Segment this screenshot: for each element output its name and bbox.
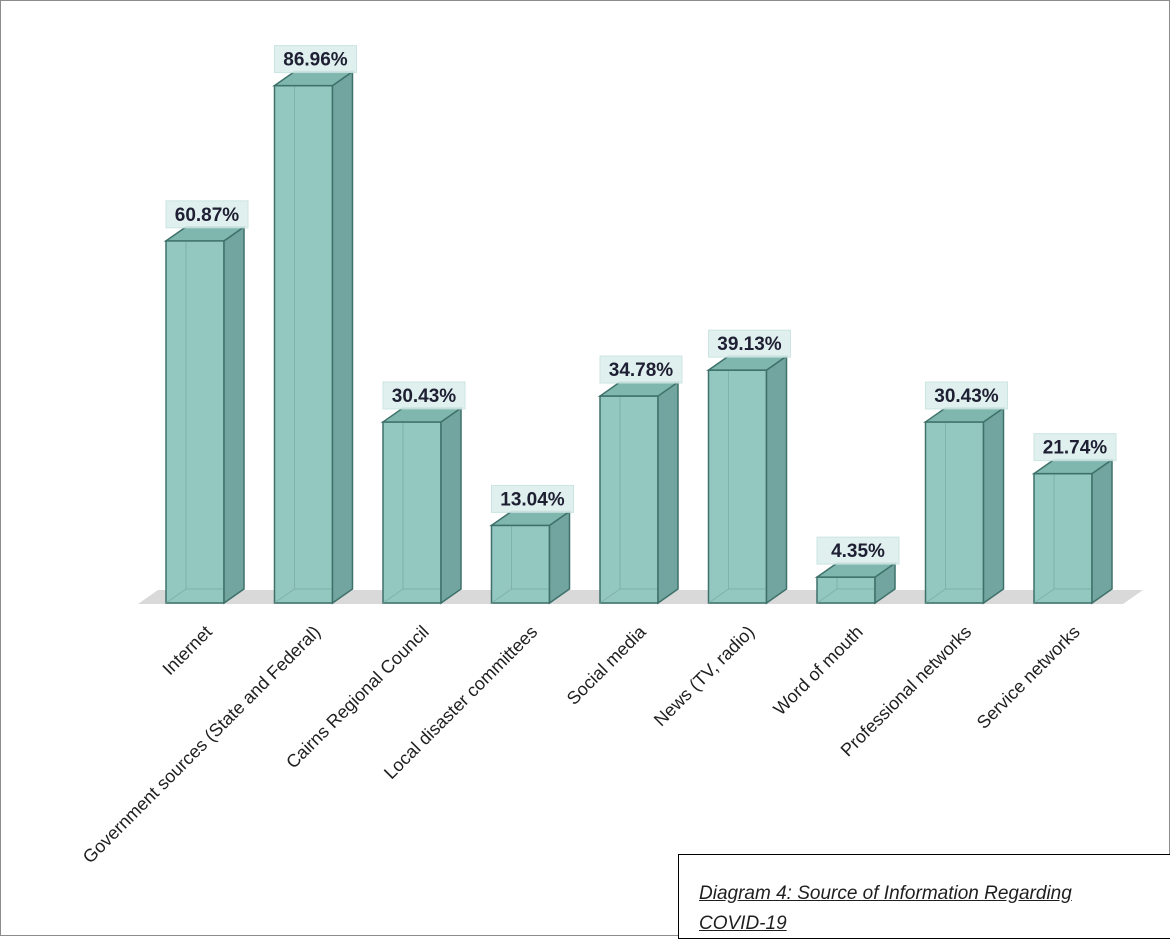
value-label-box (382, 381, 466, 410)
bar-side (657, 380, 679, 605)
value-label: 30.43% (382, 381, 466, 410)
value-label-box (708, 329, 791, 358)
value-label: 34.78% (599, 355, 683, 384)
bar-front (1033, 472, 1093, 604)
value-label-box (599, 355, 683, 384)
bar (272, 70, 355, 605)
value-label-text: 86.96% (283, 50, 348, 71)
value-label-text: 60.87% (175, 205, 240, 226)
value-label: 86.96% (274, 45, 357, 74)
value-label: 39.13% (708, 329, 791, 358)
bar (380, 406, 464, 605)
bar-front (924, 421, 985, 604)
value-label: 4.35% (816, 536, 900, 565)
bar-front (707, 369, 768, 604)
bar (597, 380, 681, 605)
value-label-box (165, 200, 249, 229)
value-label-text: 21.74% (1043, 438, 1108, 459)
bar-front (490, 524, 551, 604)
bar (923, 406, 1006, 605)
value-label-box (1033, 433, 1117, 462)
bar-side (440, 406, 462, 605)
category-label: Social media (563, 621, 651, 709)
chart-caption: Diagram 4: Source of Information Regardi… (699, 883, 1072, 934)
bar (163, 225, 247, 605)
bar-front (816, 576, 876, 604)
bar-side (765, 354, 788, 605)
value-label: 30.43% (925, 381, 1008, 410)
value-label-box (925, 381, 1008, 410)
value-label-box (274, 45, 357, 74)
value-label: 13.04% (491, 484, 574, 513)
bar (814, 561, 898, 605)
value-label-text: 34.78% (609, 360, 674, 381)
bar (706, 354, 789, 605)
bar-front (382, 421, 442, 604)
caption-box: Diagram 4: Source of Information Regardi… (678, 854, 1170, 939)
value-label-text: 30.43% (934, 386, 999, 407)
category-label: Internet (159, 622, 216, 679)
bar-front (599, 395, 659, 604)
bar-side (548, 509, 571, 605)
value-label: 21.74% (1033, 433, 1117, 462)
bar-front (273, 84, 334, 604)
bar (489, 509, 572, 605)
category-label: Service networks (973, 622, 1084, 733)
bar (1031, 458, 1115, 605)
category-label: Word of mouth (769, 622, 866, 719)
bar-side (331, 70, 354, 605)
value-label-text: 13.04% (500, 489, 565, 510)
value-label-text: 30.43% (392, 386, 457, 407)
bar-front (165, 240, 225, 604)
bar-side (982, 406, 1005, 605)
value-label-box (816, 536, 900, 565)
bar-side (1091, 458, 1113, 605)
category-label: News (TV, radio) (650, 622, 758, 730)
value-label: 60.87% (165, 200, 249, 229)
value-label-text: 39.13% (717, 334, 782, 355)
value-label-box (491, 484, 574, 513)
value-label-text: 4.35% (831, 541, 885, 562)
category-label: Government sources (State and Federal) (79, 622, 324, 867)
bar-side (223, 225, 245, 605)
